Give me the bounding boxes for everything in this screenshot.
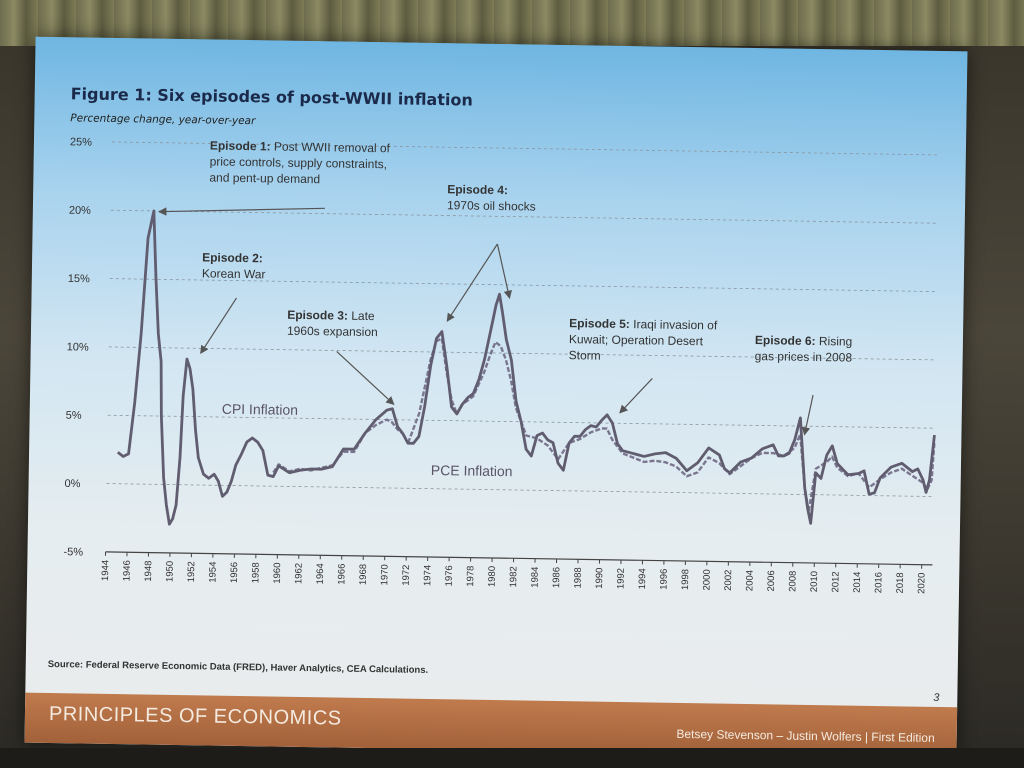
grid: [106, 141, 939, 497]
y-tick-label: 5%: [66, 410, 82, 422]
x-tick-label: 1978: [465, 566, 476, 587]
series-cpi-line: [116, 209, 936, 526]
arrows: [158, 207, 814, 436]
y-axis-label: Percentage change, year-over-year: [70, 112, 256, 127]
series-group: [116, 209, 936, 526]
x-tick-label: 1962: [293, 563, 304, 584]
x-tick-label: 1998: [680, 569, 691, 590]
x-tick-label: 1958: [250, 562, 261, 583]
authors: Betsey Stevenson – Justin Wolfers | Firs…: [676, 726, 935, 745]
annotation-arrow: [446, 243, 498, 322]
y-tick-label: -5%: [63, 546, 83, 558]
annotation-arrow: [336, 351, 395, 405]
annotation-line: gas prices in 2008: [755, 349, 853, 365]
annotation-arrow: [200, 297, 238, 355]
x-tick-label: 1954: [207, 561, 218, 582]
y-tick-label: 10%: [67, 341, 89, 353]
annotation-line: price controls, supply constraints,: [210, 154, 388, 171]
y-tick-label: 25%: [70, 136, 92, 148]
annotation-line: Episode 1: Post WWII removal of: [210, 138, 391, 155]
x-tick-label: 1974: [422, 565, 433, 586]
x-axis-ticks: 1944 1946 1948 1950 1952 1954 1956 1958 1960 1962…: [100, 551, 928, 594]
x-tick-label: 1964: [315, 563, 326, 584]
x-tick-label: 1970: [379, 564, 390, 585]
x-tick-label: 1972: [401, 565, 412, 586]
source-note: Source: Federal Reserve Economic Data (F…: [48, 659, 429, 676]
x-tick-label: 1968: [358, 564, 369, 585]
annotation-line: 1970s oil shocks: [447, 198, 536, 213]
x-tick-label: 1956: [229, 562, 240, 583]
annotation-line: and pent-up demand: [209, 170, 320, 186]
x-tick-label: 2016: [873, 572, 884, 593]
x-tick-label: 1946: [122, 560, 133, 581]
annotation-arrow: [158, 207, 325, 216]
x-tick-label: 2006: [766, 570, 777, 591]
x-tick-label: 2010: [809, 571, 820, 592]
x-tick-label: 2014: [852, 572, 863, 593]
annotation-episode-2: Episode 2:Korean War: [202, 250, 266, 281]
y-tick-label: 15%: [68, 273, 90, 285]
x-tick-label: 1950: [164, 561, 175, 582]
x-tick-label: 1952: [186, 561, 197, 582]
x-tick-label: 2012: [830, 571, 841, 592]
x-tick-label: 2004: [744, 570, 755, 591]
page-number: 3: [933, 692, 940, 704]
series-label-pce: PCE Inflation: [431, 462, 513, 479]
x-tick-label: 1960: [272, 563, 283, 584]
y-tick-label: 0%: [64, 478, 80, 490]
annotation-arrow: [619, 378, 653, 414]
annotation-arrow: [496, 243, 512, 300]
annotation-line: Episode 5: Iraqi invasion of: [569, 316, 718, 332]
x-tick-label: 1944: [100, 560, 111, 581]
x-tick-label: 1992: [616, 568, 627, 589]
annotation-episode-4: Episode 4:1970s oil shocks: [447, 182, 536, 213]
course-title: PRINCIPLES OF ECONOMICS: [48, 703, 342, 730]
x-tick-label: 1982: [508, 566, 519, 587]
y-tick-label: 20%: [69, 205, 91, 217]
annotation-line: Storm: [569, 348, 601, 363]
x-axis-line: [105, 551, 933, 566]
series-label-cpi: CPI Inflation: [222, 401, 299, 418]
figure-title: Figure 1: Six episodes of post-WWII infl…: [71, 84, 473, 109]
y-axis-ticks: 25% 20% 15% 10% 5% 0% -5%: [63, 136, 92, 558]
x-tick-label: 1996: [658, 569, 669, 590]
annotation-line: Episode 2:: [202, 250, 263, 265]
series-pce-line: [272, 337, 936, 513]
annotation-arrow: [801, 394, 814, 436]
x-tick-label: 1948: [143, 560, 154, 581]
chart: Figure 1: Six episodes of post-WWII infl…: [48, 84, 941, 704]
x-tick-label: 1980: [487, 566, 498, 587]
x-tick-label: 1994: [637, 568, 648, 589]
annotation-line: Korean War: [202, 266, 266, 281]
x-tick-label: 1990: [594, 568, 605, 589]
slide: Figure 1: Six episodes of post-WWII infl…: [24, 36, 968, 758]
x-tick-label: 1966: [336, 564, 347, 585]
x-tick-label: 2018: [895, 572, 906, 593]
x-tick-label: 1986: [551, 567, 562, 588]
annotation-line: 1960s expansion: [287, 324, 378, 339]
x-tick-label: 1976: [444, 565, 455, 586]
x-tick-label: 1988: [573, 567, 584, 588]
annotation-line: Episode 4:: [447, 182, 508, 197]
annotation-line: Kuwait; Operation Desert: [569, 332, 704, 348]
x-tick-label: 2020: [916, 573, 927, 594]
annotation-line: Episode 3: Late: [287, 308, 375, 323]
x-tick-label: 1984: [530, 567, 541, 588]
floor: [0, 748, 1024, 768]
x-tick-label: 2000: [701, 569, 712, 590]
x-tick-label: 2008: [787, 571, 798, 592]
x-tick-label: 2002: [723, 570, 734, 591]
annotation-line: Episode 6: Rising: [755, 333, 853, 349]
